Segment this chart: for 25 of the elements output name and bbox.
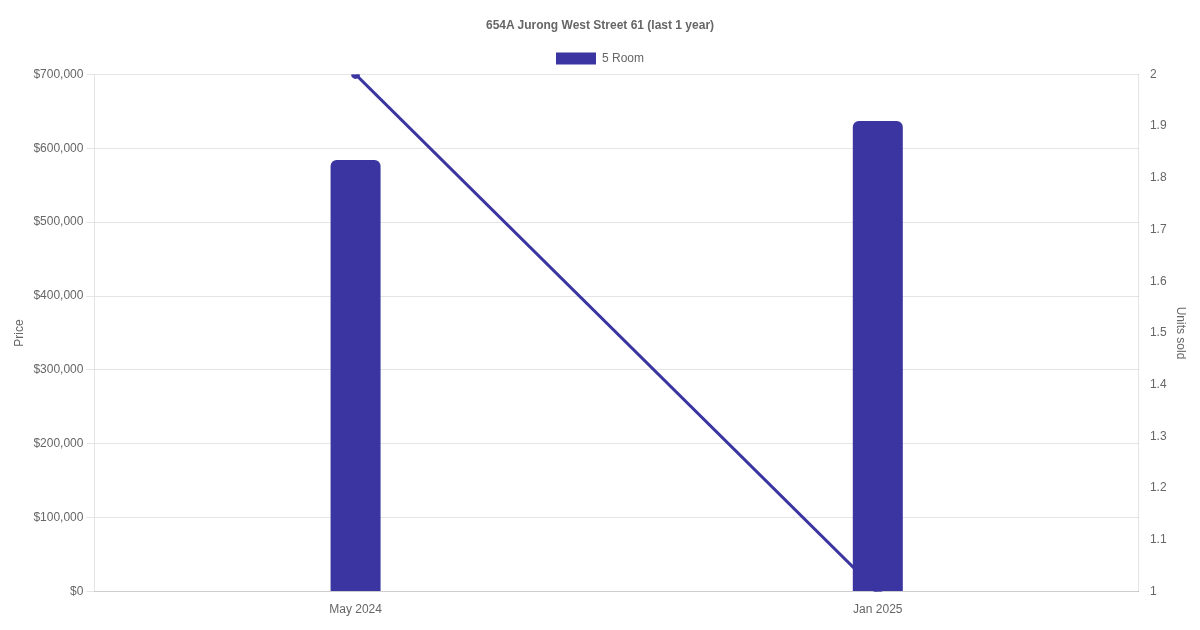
y-tick-label: $300,000 — [33, 362, 84, 377]
y-tick-label: $100,000 — [33, 510, 84, 525]
y2-tick-label: 1.9 — [1149, 118, 1167, 133]
y-axis-title: Price — [11, 319, 26, 347]
y2-tick-label: 1.8 — [1149, 170, 1167, 185]
y-tick-label: $700,000 — [33, 66, 84, 81]
y2-tick-label: 2 — [1149, 66, 1157, 81]
y2-tick-label: 1.6 — [1149, 273, 1167, 288]
y2-tick-label: 1.4 — [1149, 377, 1167, 392]
y2-tick-label: 1.3 — [1149, 428, 1167, 443]
y-tick-label: $200,000 — [33, 436, 84, 451]
chart-title: 654A Jurong West Street 61 (last 1 year) — [485, 17, 715, 32]
legend-label: 5 Room — [601, 50, 645, 65]
x-tick-label: May 2024 — [329, 602, 383, 617]
x-tick-label: Jan 2025 — [853, 602, 903, 617]
y2-axis-title: Units sold — [1174, 306, 1189, 360]
y-tick-label: $500,000 — [33, 214, 84, 229]
y-tick-label: $600,000 — [33, 140, 84, 155]
y2-tick-label: 1.7 — [1149, 221, 1167, 236]
y2-tick-label: 1.5 — [1149, 325, 1167, 340]
y2-tick-label: 1 — [1149, 583, 1157, 598]
y2-tick-label: 1.2 — [1149, 480, 1167, 495]
y-tick-label: $0 — [70, 583, 84, 598]
y2-tick-label: 1.1 — [1149, 532, 1167, 547]
y-tick-label: $400,000 — [33, 288, 84, 303]
